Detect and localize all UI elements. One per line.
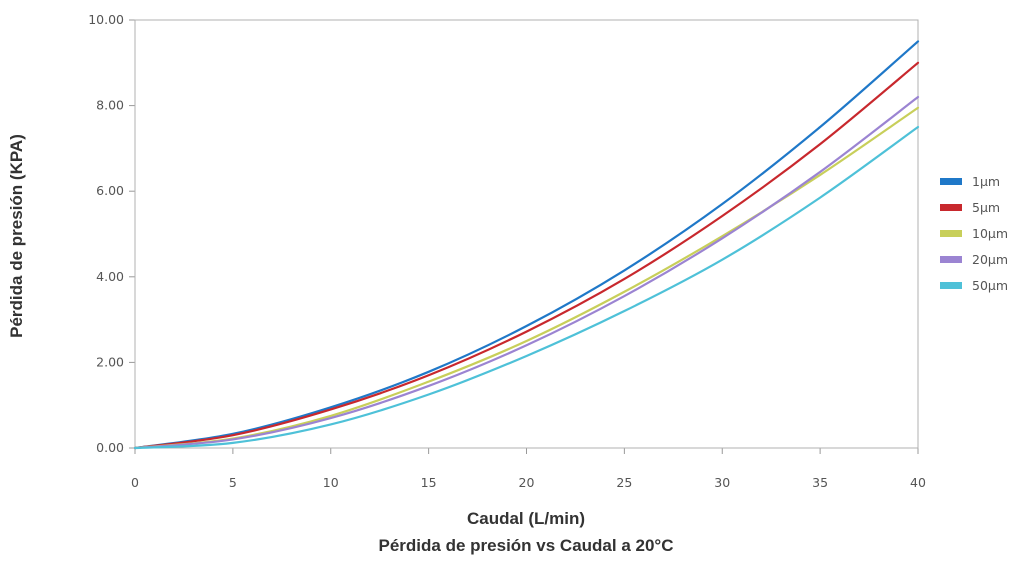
series-line-4	[133, 125, 920, 450]
x-tick-label: 20	[519, 475, 535, 490]
x-tick-label: 0	[131, 475, 139, 490]
legend-label: 50µm	[972, 278, 1008, 293]
series-line-0	[133, 40, 920, 450]
series-lines	[133, 40, 920, 450]
y-tick-label: 4.00	[96, 269, 124, 284]
series-line-1	[133, 61, 920, 450]
legend: 1µm 5µm 10µm 20µm 50µm	[940, 174, 1008, 293]
x-tick-label: 15	[421, 475, 437, 490]
x-tick-label: 35	[812, 475, 828, 490]
legend-swatch	[940, 256, 962, 263]
legend-swatch	[940, 178, 962, 185]
x-tick-label: 25	[616, 475, 632, 490]
y-tick-label: 10.00	[88, 12, 124, 27]
y-axis-title: Pérdida de presión (KPA)	[7, 134, 26, 338]
y-tick-label: 0.00	[96, 440, 124, 455]
legend-label: 10µm	[972, 226, 1008, 241]
x-tick-label: 40	[910, 475, 926, 490]
plot-area-frame	[134, 19, 919, 449]
x-tick-label: 5	[229, 475, 237, 490]
chart-caption: Pérdida de presión vs Caudal a 20°C	[379, 536, 674, 555]
legend-label: 5µm	[972, 200, 1000, 215]
legend-swatch	[940, 230, 962, 237]
y-axis-ticks: 0.00 2.00 4.00 6.00 8.00 10.00	[88, 12, 135, 455]
series-line-3	[133, 95, 920, 450]
legend-swatch	[940, 204, 962, 211]
y-tick-label: 6.00	[96, 183, 124, 198]
x-axis-ticks: 0 5 10 15 20 25 30 35 40	[131, 448, 926, 490]
legend-label: 20µm	[972, 252, 1008, 267]
x-tick-label: 30	[714, 475, 730, 490]
y-tick-label: 8.00	[96, 98, 124, 113]
legend-swatch	[940, 282, 962, 289]
y-tick-label: 2.00	[96, 354, 124, 369]
legend-label: 1µm	[972, 174, 1000, 189]
x-tick-label: 10	[323, 475, 339, 490]
x-axis-title: Caudal (L/min)	[467, 509, 585, 528]
